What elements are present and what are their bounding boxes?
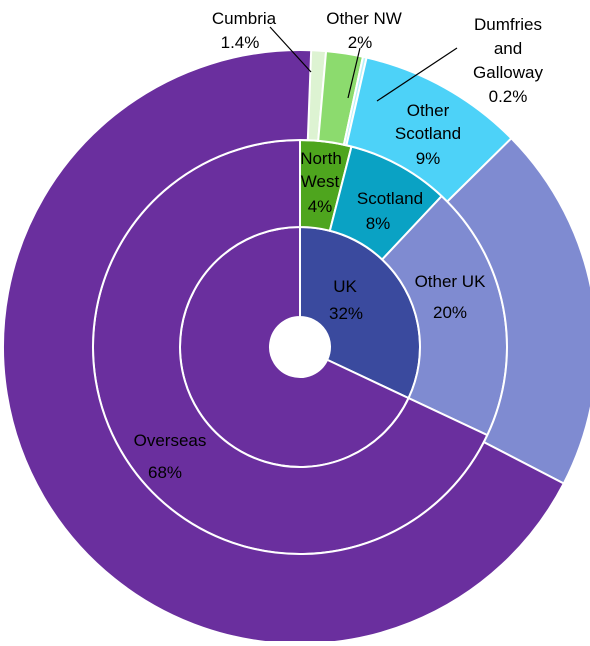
label-dumfries-line3: Galloway: [473, 63, 543, 82]
label-uk-name: UK: [333, 277, 357, 296]
label-dumfries-line1: Dumfries: [474, 15, 542, 34]
label-dumfries-line2: and: [494, 39, 522, 58]
segments-layer: [2, 48, 590, 645]
dumfries-leader-line: [376, 47, 458, 102]
label-other-scotland-value: 9%: [416, 149, 441, 168]
label-north-west-line1: North: [300, 149, 342, 168]
label-other-scotland-line2: Scotland: [395, 124, 461, 143]
label-overseas-value: 68%: [148, 463, 182, 482]
label-overseas-name: Overseas: [134, 431, 207, 450]
label-uk-value: 32%: [329, 304, 363, 323]
label-north-west-line2: West: [301, 172, 340, 191]
label-other-uk-value: 20%: [433, 303, 467, 322]
other-nw-leader-line: [347, 47, 361, 99]
label-other-uk-name: Other UK: [415, 272, 487, 291]
label-cumbria-value: 1.4%: [221, 33, 260, 52]
label-cumbria-name: Cumbria: [212, 9, 277, 28]
leader-lines: [269, 26, 458, 102]
label-other-scotland-line1: Other: [407, 101, 450, 120]
label-scotland-value: 8%: [366, 214, 391, 233]
label-dumfries-value: 0.2%: [489, 87, 528, 106]
segment-ring3-overseas: [2, 49, 566, 645]
label-scotland-name: Scotland: [357, 189, 423, 208]
label-other-nw-name: Other NW: [326, 9, 402, 28]
labels-layer: Cumbria 1.4% Other NW 2% Dumfries and Ga…: [134, 9, 544, 482]
label-north-west-value: 4%: [308, 197, 333, 216]
cumbria-leader-line: [269, 26, 312, 73]
label-other-nw-value: 2%: [348, 33, 373, 52]
